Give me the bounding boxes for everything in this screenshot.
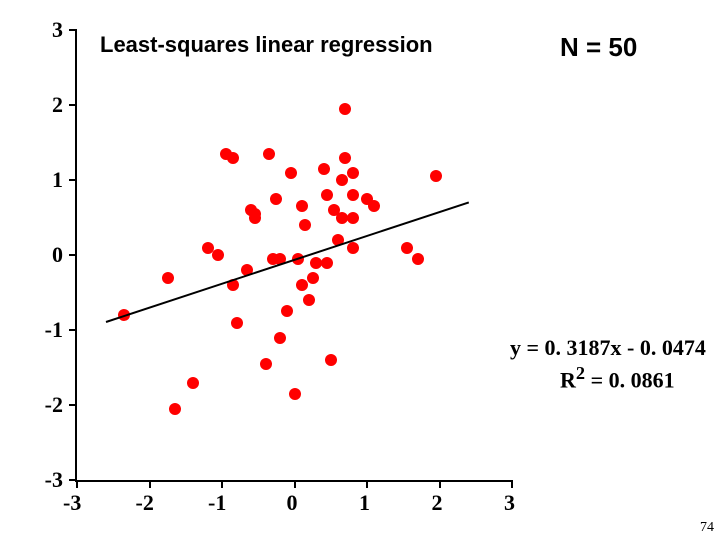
data-point <box>339 152 351 164</box>
data-point <box>187 377 199 389</box>
data-point <box>263 148 275 160</box>
x-tick-label: 1 <box>359 490 370 516</box>
y-tick <box>69 104 77 106</box>
x-tick-label: -2 <box>136 490 154 516</box>
x-tick-label: 3 <box>504 490 515 516</box>
data-point <box>285 167 297 179</box>
data-point <box>270 193 282 205</box>
data-point <box>307 272 319 284</box>
data-point <box>169 403 181 415</box>
data-point <box>339 103 351 115</box>
y-tick-label: 3 <box>52 17 63 43</box>
data-point <box>430 170 442 182</box>
y-tick <box>69 254 77 256</box>
data-point <box>289 388 301 400</box>
r-squared-sup: 2 <box>576 363 585 383</box>
x-tick <box>149 480 151 488</box>
data-point <box>347 189 359 201</box>
data-point <box>202 242 214 254</box>
x-tick-label: -1 <box>208 490 226 516</box>
data-point <box>296 279 308 291</box>
data-point <box>347 167 359 179</box>
x-tick <box>439 480 441 488</box>
page-number: 74 <box>700 520 714 536</box>
data-point <box>260 358 272 370</box>
x-tick <box>366 480 368 488</box>
data-point <box>162 272 174 284</box>
data-point <box>281 305 293 317</box>
data-point <box>296 200 308 212</box>
data-point <box>249 212 261 224</box>
chart-container: Least-squares linear regression N = 50 y… <box>0 0 720 540</box>
plot-area <box>75 30 512 482</box>
data-point <box>368 200 380 212</box>
data-point <box>321 257 333 269</box>
x-tick <box>221 480 223 488</box>
data-point <box>227 152 239 164</box>
x-tick <box>294 480 296 488</box>
y-tick-label: -3 <box>45 467 63 493</box>
data-point <box>321 189 333 201</box>
data-point <box>336 174 348 186</box>
data-point <box>412 253 424 265</box>
y-tick-label: 2 <box>52 92 63 118</box>
y-tick-label: -1 <box>45 317 63 343</box>
r-squared-r: R <box>560 367 576 392</box>
y-tick <box>69 404 77 406</box>
regression-equation: y = 0. 3187x - 0. 0474 <box>510 335 706 361</box>
y-tick <box>69 179 77 181</box>
data-point <box>347 212 359 224</box>
r-squared: R2 = 0. 0861 <box>560 363 675 393</box>
x-tick-label: -3 <box>63 490 81 516</box>
x-tick-label: 0 <box>287 490 298 516</box>
x-tick <box>76 480 78 488</box>
data-point <box>347 242 359 254</box>
x-tick <box>511 480 513 488</box>
n-label: N = 50 <box>560 32 637 63</box>
x-tick-label: 2 <box>432 490 443 516</box>
y-tick <box>69 329 77 331</box>
data-point <box>325 354 337 366</box>
y-tick-label: -2 <box>45 392 63 418</box>
y-tick-label: 0 <box>52 242 63 268</box>
data-point <box>318 163 330 175</box>
data-point <box>401 242 413 254</box>
data-point <box>303 294 315 306</box>
data-point <box>212 249 224 261</box>
y-tick <box>69 29 77 31</box>
data-point <box>231 317 243 329</box>
data-point <box>299 219 311 231</box>
y-tick-label: 1 <box>52 167 63 193</box>
data-point <box>274 332 286 344</box>
chart-title: Least-squares linear regression <box>100 32 433 58</box>
r-squared-val: = 0. 0861 <box>585 367 675 392</box>
